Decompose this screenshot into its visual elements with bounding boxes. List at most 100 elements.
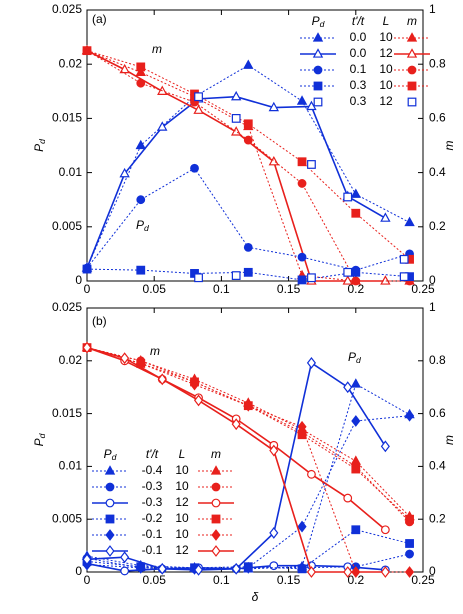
marker: [297, 520, 307, 533]
y-tick-label: 0.005: [52, 219, 82, 233]
y-tick-label: 0: [75, 564, 82, 578]
legend-marker: [105, 498, 115, 508]
marker: [82, 264, 92, 274]
legend-marker: [313, 97, 323, 107]
marker: [243, 59, 254, 69]
x-tick-label: 0.25: [411, 282, 435, 296]
marker: [297, 564, 307, 574]
y-tick-label: 0.02: [59, 56, 83, 70]
marker: [194, 273, 203, 283]
legend-t-ratio: 0.3: [350, 94, 367, 108]
marker: [297, 157, 307, 167]
marker: [343, 192, 353, 202]
marker: [231, 562, 241, 575]
marker: [119, 63, 130, 74]
legend-marker: [312, 32, 324, 42]
marker: [231, 271, 241, 280]
marker: [350, 188, 361, 198]
marker: [297, 179, 307, 188]
legend-size: 10: [379, 30, 393, 44]
plot-frame: [86, 307, 424, 573]
series-line: [86, 361, 387, 571]
marker: [82, 553, 92, 566]
y2-tick-label: 0.6: [429, 406, 446, 420]
marker: [342, 275, 353, 285]
marker: [269, 444, 279, 457]
marker: [136, 195, 146, 205]
x-tick-label: 0.1: [213, 282, 230, 296]
y2-tick-label: 0.4: [429, 459, 446, 473]
legend-size: 10: [175, 479, 189, 493]
marker: [135, 66, 146, 76]
legend-marker: [211, 545, 221, 557]
annotation: Pd: [136, 218, 150, 233]
marker: [405, 539, 414, 548]
legend-marker: [407, 81, 417, 91]
marker: [405, 566, 415, 578]
panel-label: (a): [92, 12, 107, 26]
marker: [380, 212, 391, 222]
series-line: [86, 347, 410, 573]
y2-tick-label: 0.2: [429, 511, 446, 525]
annotation: m: [150, 344, 160, 358]
x-tick-label: 0.1: [213, 573, 230, 587]
marker: [306, 566, 317, 578]
legend-t-ratio: 0.3: [350, 78, 367, 92]
marker: [82, 46, 92, 56]
legend-marker: [104, 465, 116, 475]
x-tick-label: 0.05: [143, 282, 167, 296]
legend-t-ratio: -0.4: [142, 463, 163, 477]
legend-marker: [406, 32, 418, 42]
y2-tick-label: 0.6: [429, 111, 446, 125]
legend-size: 10: [379, 62, 393, 76]
y-tick-label: 0.02: [59, 353, 83, 367]
legend-size: 12: [175, 495, 189, 509]
marker: [343, 381, 353, 394]
series-line: [86, 346, 386, 573]
marker: [343, 493, 353, 503]
marker: [297, 252, 307, 262]
x-axis-label: δ: [252, 590, 259, 604]
legend-t-ratio: -0.3: [142, 479, 163, 493]
marker: [307, 160, 316, 169]
y-tick-label: 0.015: [52, 111, 82, 125]
legend-marker: [105, 514, 115, 524]
y-tick-label: 0.025: [52, 300, 82, 314]
marker: [350, 378, 361, 388]
marker: [136, 561, 146, 574]
y2-tick-label: 1: [429, 300, 436, 314]
legend-marker: [210, 465, 222, 475]
legend-t-ratio: 0.0: [350, 46, 367, 60]
legend-marker: [313, 81, 323, 91]
legend-header: t'/t: [146, 447, 159, 461]
marker: [268, 101, 280, 112]
marker: [380, 525, 390, 535]
x-tick-label: 0.05: [143, 573, 167, 587]
legend-t-ratio: -0.2: [142, 511, 163, 525]
marker: [243, 561, 253, 574]
x-tick-label: 0.15: [277, 573, 301, 587]
x-tick-label: 0.25: [411, 573, 435, 587]
y-axis-label: Pd: [32, 138, 47, 152]
y2-axis-label: m: [442, 435, 456, 445]
marker: [405, 409, 415, 422]
annotation: m: [152, 42, 162, 56]
series-line: [86, 383, 410, 570]
legend-marker: [211, 482, 221, 492]
y-tick-label: 0.015: [52, 406, 82, 420]
y-tick-label: 0.025: [52, 2, 82, 16]
marker: [231, 113, 241, 123]
marker: [193, 563, 204, 576]
y2-tick-label: 0.2: [429, 219, 446, 233]
marker: [193, 394, 204, 407]
x-tick-label: 0.2: [347, 573, 364, 587]
marker: [351, 415, 361, 427]
legend-size: 10: [175, 527, 189, 541]
marker: [243, 399, 253, 412]
legend-marker: [312, 48, 324, 58]
legend-size: 12: [379, 94, 393, 108]
marker: [306, 100, 317, 111]
marker: [399, 254, 409, 264]
marker: [157, 121, 168, 131]
